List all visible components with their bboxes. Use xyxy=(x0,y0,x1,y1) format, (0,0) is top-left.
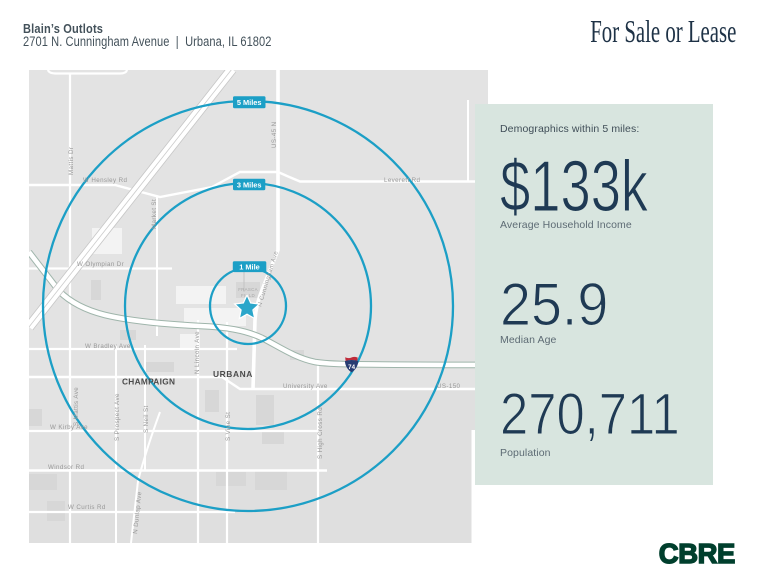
svg-text:FRASCA: FRASCA xyxy=(238,287,258,292)
svg-text:S Neil St: S Neil St xyxy=(143,405,150,433)
svg-text:W Curtis Rd: W Curtis Rd xyxy=(68,504,106,511)
svg-text:Leverett Rd: Leverett Rd xyxy=(384,177,421,184)
svg-text:Market St: Market St xyxy=(151,199,158,229)
svg-text:74: 74 xyxy=(348,364,355,371)
svg-text:W Bradley Ave: W Bradley Ave xyxy=(85,343,131,350)
svg-text:S Mattis Ave: S Mattis Ave xyxy=(73,387,80,426)
svg-text:CBRE: CBRE xyxy=(659,543,735,565)
svg-text:US-150: US-150 xyxy=(437,383,461,390)
svg-text:5 Miles: 5 Miles xyxy=(237,98,262,107)
svg-text:University Ave: University Ave xyxy=(283,383,328,390)
svg-text:S Vine St: S Vine St xyxy=(225,412,232,441)
svg-text:S High Cross Rd: S High Cross Rd xyxy=(317,407,324,459)
svg-text:CHAMPAIGN: CHAMPAIGN xyxy=(122,377,175,387)
svg-text:N Dunlap Ave: N Dunlap Ave xyxy=(132,491,143,534)
svg-text:URBANA: URBANA xyxy=(213,369,253,379)
svg-text:W Hensley Rd: W Hensley Rd xyxy=(83,177,128,184)
svg-text:Mattis Dr: Mattis Dr xyxy=(68,147,75,175)
svg-text:Windsor Rd: Windsor Rd xyxy=(48,464,84,471)
svg-text:W Kirby Ave: W Kirby Ave xyxy=(50,424,88,431)
svg-text:S Prospect Ave: S Prospect Ave xyxy=(114,393,121,441)
svg-text:1 Mile: 1 Mile xyxy=(239,263,260,272)
svg-text:US-45 N: US-45 N xyxy=(271,121,278,148)
svg-text:N Lincoln Ave: N Lincoln Ave xyxy=(194,331,201,374)
svg-text:W Olympian Dr: W Olympian Dr xyxy=(77,261,124,268)
svg-text:3 Miles: 3 Miles xyxy=(237,180,262,189)
